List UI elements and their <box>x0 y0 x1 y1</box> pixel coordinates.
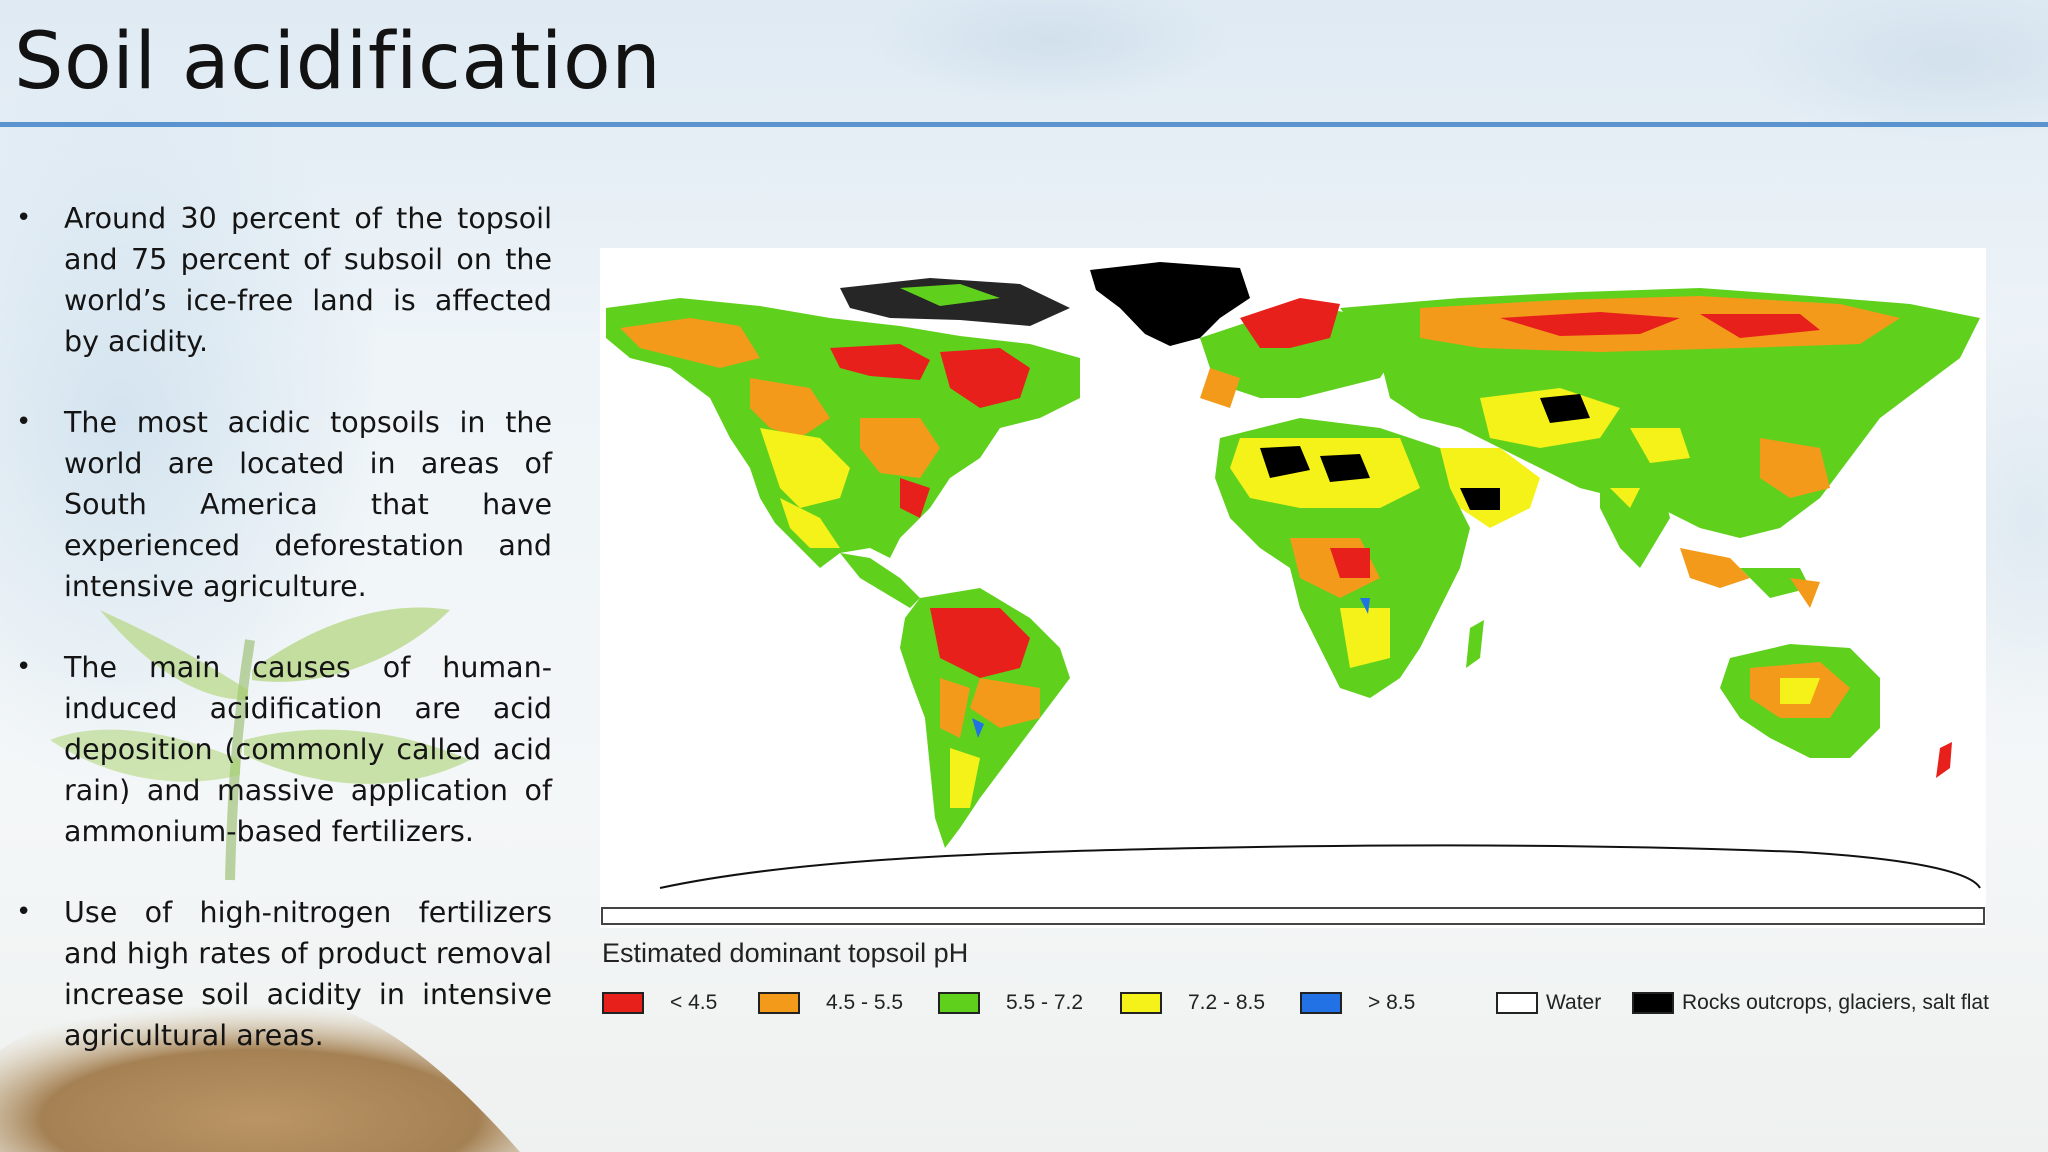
legend-item: Water <box>1496 988 1601 1018</box>
legend-swatch <box>1300 992 1342 1014</box>
bullet-point-icon: • <box>16 203 32 233</box>
legend-swatch <box>758 992 800 1014</box>
bullet-text: The main causes of human-induced acidifi… <box>64 651 552 848</box>
title-divider <box>0 122 2048 127</box>
legend-label: Water <box>1546 991 1602 1014</box>
bullet-item: • The most acidic topsoils in the world a… <box>14 402 552 607</box>
slide-title: Soil acidification <box>14 17 662 107</box>
bullet-point-icon: • <box>16 652 32 682</box>
soil-seedling-image <box>0 607 520 1152</box>
world-ph-map <box>600 248 1986 928</box>
bullet-item: • Use of high-nitrogen fertilizers and hi… <box>14 892 552 1056</box>
map-legend: < 4.5 4.5 - 5.5 5.5 - 7.2 7.2 - 8.5 > 8.… <box>602 988 1992 1028</box>
legend-swatch <box>602 992 644 1014</box>
bullet-point-icon: • <box>16 407 32 437</box>
legend-item: Rocks outcrops, glaciers, salt flat <box>1632 988 1989 1018</box>
legend-label: < 4.5 <box>670 991 718 1014</box>
legend-item: 5.5 - 7.2 <box>938 988 1083 1018</box>
legend-label: 5.5 - 7.2 <box>1006 991 1084 1014</box>
legend-label: Rocks outcrops, glaciers, salt flat <box>1682 991 1989 1014</box>
legend-swatch <box>1496 992 1538 1014</box>
bullet-text: Around 30 percent of the topsoil and 75 … <box>64 202 552 358</box>
legend-label: 4.5 - 5.5 <box>826 991 904 1014</box>
legend-title: Estimated dominant topsoil pH <box>602 938 969 968</box>
legend-swatch <box>938 992 980 1014</box>
legend-swatch <box>1120 992 1162 1014</box>
legend-item: > 8.5 <box>1300 988 1415 1018</box>
bullet-item: • Around 30 percent of the topsoil and 75… <box>14 198 552 362</box>
bullet-point-icon: • <box>16 897 32 927</box>
bullet-text: The most acidic topsoils in the world ar… <box>64 406 552 603</box>
legend-swatch <box>1632 992 1674 1014</box>
legend-label: > 8.5 <box>1368 991 1416 1014</box>
bullet-text: Use of high-nitrogen fertilizers and hig… <box>64 896 552 1052</box>
world-map-graphic <box>601 262 1985 925</box>
legend-label: 7.2 - 8.5 <box>1188 991 1266 1014</box>
bullet-list: • Around 30 percent of the topsoil and 75… <box>14 198 552 1096</box>
legend-item: 4.5 - 5.5 <box>758 988 903 1018</box>
bullet-item: • The main causes of human-induced acidif… <box>14 647 552 852</box>
legend-item: < 4.5 <box>602 988 717 1018</box>
legend-item: 7.2 - 8.5 <box>1120 988 1265 1018</box>
